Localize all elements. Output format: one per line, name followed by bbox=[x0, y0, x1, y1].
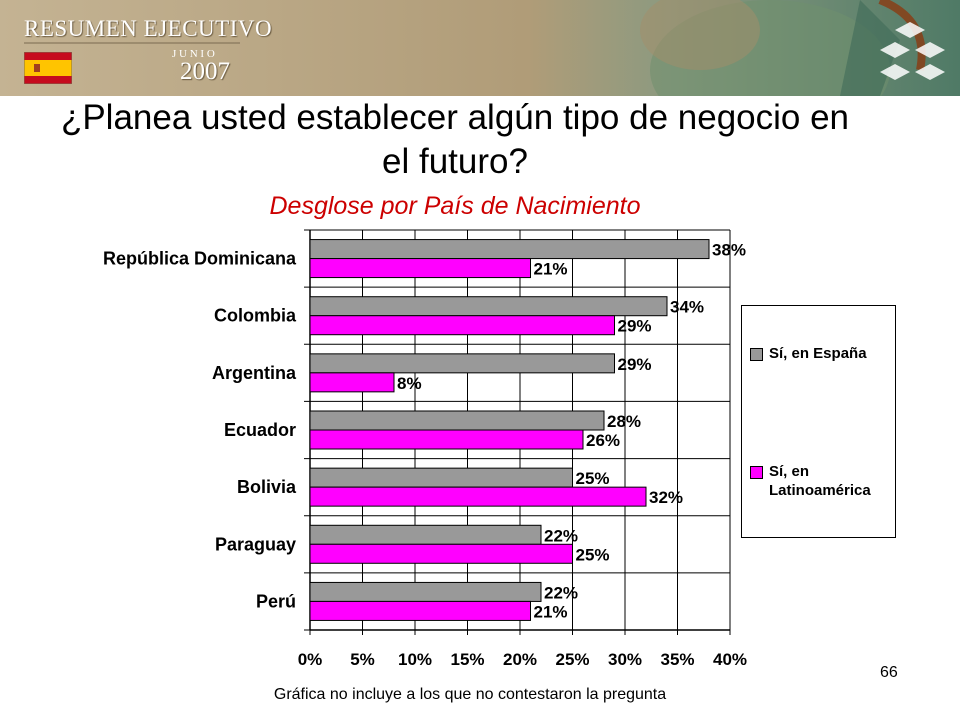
bar-espana bbox=[309, 353, 615, 374]
x-tick-label: 25% bbox=[555, 650, 589, 669]
data-label-espana: 38% bbox=[712, 241, 746, 260]
legend-label-espana: Sí, en España bbox=[769, 345, 867, 362]
bar-latinoamerica bbox=[309, 600, 531, 621]
data-label-latinoamerica: 26% bbox=[586, 431, 620, 450]
x-tick-label: 0% bbox=[298, 650, 323, 669]
bar-espana bbox=[309, 239, 710, 260]
data-label-espana: 29% bbox=[618, 355, 652, 374]
category-label: República Dominicana bbox=[103, 249, 297, 269]
chart-footnote: Gráfica no incluye a los que no contesta… bbox=[273, 686, 667, 703]
bar-latinoamerica bbox=[309, 258, 531, 279]
data-label-latinoamerica: 21% bbox=[534, 602, 568, 621]
bar-espana bbox=[309, 296, 668, 317]
category-label: Perú bbox=[256, 591, 296, 611]
category-label: Bolivia bbox=[237, 477, 297, 497]
data-label-espana: 28% bbox=[607, 412, 641, 431]
category-label: Argentina bbox=[212, 363, 297, 383]
data-label-latinoamerica: 29% bbox=[618, 317, 652, 336]
data-label-espana: 34% bbox=[670, 298, 704, 317]
chart-labels: 0% 5% 10% 15% 20% 25% 30% 35% 40% República Domin… bbox=[103, 241, 747, 669]
chart-bars bbox=[309, 239, 710, 621]
data-label-latinoamerica: 32% bbox=[649, 488, 683, 507]
data-label-latinoamerica: 21% bbox=[534, 260, 568, 279]
x-tick-label: 5% bbox=[350, 650, 375, 669]
data-label-espana: 22% bbox=[544, 526, 578, 545]
bar-espana bbox=[309, 467, 573, 488]
chart-legend: Sí, en España Sí, en Latinoamérica bbox=[741, 305, 896, 538]
spain-flag-icon bbox=[24, 52, 72, 84]
data-label-latinoamerica: 25% bbox=[576, 545, 610, 564]
slide-title: ¿Planea usted establecer algún tipo de n… bbox=[60, 98, 850, 181]
bar-latinoamerica bbox=[309, 315, 615, 336]
bar-latinoamerica bbox=[309, 486, 647, 507]
category-label: Colombia bbox=[214, 306, 297, 326]
x-tick-label: 30% bbox=[608, 650, 642, 669]
data-label-latinoamerica: 8% bbox=[397, 374, 422, 393]
bar-espana bbox=[309, 581, 542, 602]
category-label: Paraguay bbox=[215, 534, 296, 554]
brand-year: 2007 bbox=[180, 58, 230, 85]
brand-month: J U N I O bbox=[172, 48, 215, 60]
legend-item-latinoamerica: Sí, en Latinoamérica bbox=[750, 462, 889, 500]
bar-chart: 0% 5% 10% 15% 20% 25% 30% 35% 40% República Domin… bbox=[103, 229, 747, 669]
legend-item-espana: Sí, en España bbox=[750, 344, 867, 363]
legend-swatch-latinoamerica bbox=[750, 466, 763, 479]
bar-latinoamerica bbox=[309, 543, 573, 564]
x-tick-label: 35% bbox=[660, 650, 694, 669]
category-label: Ecuador bbox=[224, 420, 296, 440]
page-number: 66 bbox=[880, 664, 898, 681]
x-tick-label: 10% bbox=[398, 650, 432, 669]
header-banner: RESUMEN EJECUTIVO J U N I O 2007 bbox=[0, 0, 960, 96]
data-label-espana: 22% bbox=[544, 583, 578, 602]
x-tick-label: 15% bbox=[450, 650, 484, 669]
bar-latinoamerica bbox=[309, 429, 584, 450]
bar-espana bbox=[309, 410, 605, 431]
bar-espana bbox=[309, 524, 542, 545]
legend-swatch-espana bbox=[750, 348, 763, 361]
banner-graphic bbox=[0, 0, 960, 96]
legend-label-latinoamerica: Sí, en Latinoamérica bbox=[769, 463, 871, 499]
x-tick-label: 40% bbox=[713, 650, 747, 669]
data-label-espana: 25% bbox=[576, 469, 610, 488]
bar-latinoamerica bbox=[309, 372, 395, 393]
brand-title: RESUMEN EJECUTIVO bbox=[24, 16, 273, 41]
x-tick-label: 20% bbox=[503, 650, 537, 669]
slide-subtitle: Desglose por País de Nacimiento bbox=[269, 192, 641, 220]
